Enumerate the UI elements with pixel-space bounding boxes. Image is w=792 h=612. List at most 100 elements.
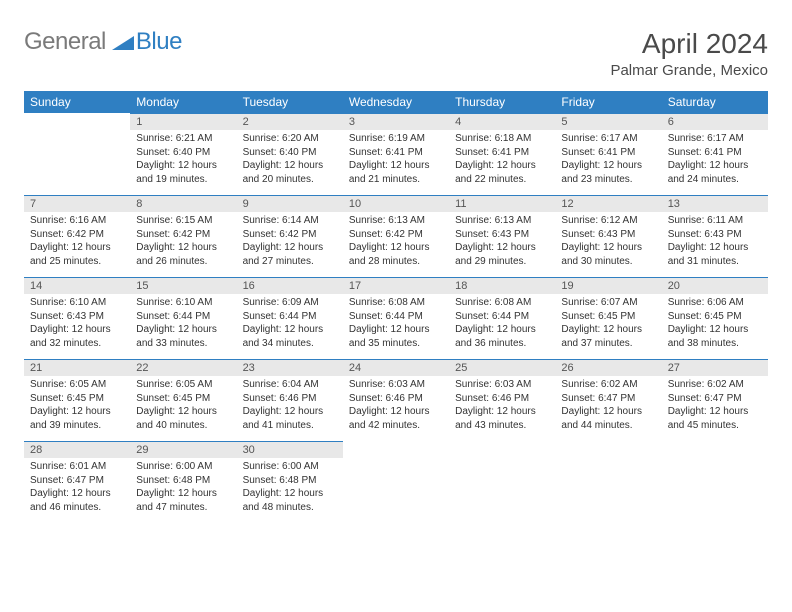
sunset-text: Sunset: 6:45 PM <box>561 310 655 324</box>
daylight-text: Daylight: 12 hours and 44 minutes. <box>561 405 655 432</box>
day-content: Sunrise: 6:16 AMSunset: 6:42 PMDaylight:… <box>24 212 130 272</box>
daylight-text: Daylight: 12 hours and 28 minutes. <box>349 241 443 268</box>
sunrise-text: Sunrise: 6:14 AM <box>243 214 337 228</box>
dayhead: Tuesday <box>237 91 343 113</box>
day-content: Sunrise: 6:18 AMSunset: 6:41 PMDaylight:… <box>449 130 555 190</box>
day-content: Sunrise: 6:01 AMSunset: 6:47 PMDaylight:… <box>24 458 130 518</box>
day-number: 11 <box>449 195 555 212</box>
calendar-cell: 12Sunrise: 6:12 AMSunset: 6:43 PMDayligh… <box>555 195 661 277</box>
calendar-cell: 28Sunrise: 6:01 AMSunset: 6:47 PMDayligh… <box>24 441 130 523</box>
sunrise-text: Sunrise: 6:13 AM <box>349 214 443 228</box>
calendar-row: 28Sunrise: 6:01 AMSunset: 6:47 PMDayligh… <box>24 441 768 523</box>
daylight-text: Daylight: 12 hours and 40 minutes. <box>136 405 230 432</box>
calendar-cell: 2Sunrise: 6:20 AMSunset: 6:40 PMDaylight… <box>237 113 343 195</box>
daylight-text: Daylight: 12 hours and 34 minutes. <box>243 323 337 350</box>
day-number: 1 <box>130 113 236 130</box>
day-number: 30 <box>237 441 343 458</box>
sunrise-text: Sunrise: 6:02 AM <box>668 378 762 392</box>
daylight-text: Daylight: 12 hours and 35 minutes. <box>349 323 443 350</box>
sunrise-text: Sunrise: 6:03 AM <box>349 378 443 392</box>
dayhead: Monday <box>130 91 236 113</box>
day-content: Sunrise: 6:03 AMSunset: 6:46 PMDaylight:… <box>343 376 449 436</box>
daylight-text: Daylight: 12 hours and 22 minutes. <box>455 159 549 186</box>
calendar-body: 1Sunrise: 6:21 AMSunset: 6:40 PMDaylight… <box>24 113 768 523</box>
day-content: Sunrise: 6:03 AMSunset: 6:46 PMDaylight:… <box>449 376 555 436</box>
calendar-cell: 29Sunrise: 6:00 AMSunset: 6:48 PMDayligh… <box>130 441 236 523</box>
calendar-cell: 7Sunrise: 6:16 AMSunset: 6:42 PMDaylight… <box>24 195 130 277</box>
calendar-cell <box>449 441 555 523</box>
calendar-cell: 11Sunrise: 6:13 AMSunset: 6:43 PMDayligh… <box>449 195 555 277</box>
daylight-text: Daylight: 12 hours and 25 minutes. <box>30 241 124 268</box>
calendar-cell: 6Sunrise: 6:17 AMSunset: 6:41 PMDaylight… <box>662 113 768 195</box>
day-content: Sunrise: 6:06 AMSunset: 6:45 PMDaylight:… <box>662 294 768 354</box>
calendar-cell: 5Sunrise: 6:17 AMSunset: 6:41 PMDaylight… <box>555 113 661 195</box>
day-number: 14 <box>24 277 130 294</box>
sunrise-text: Sunrise: 6:20 AM <box>243 132 337 146</box>
sunrise-text: Sunrise: 6:11 AM <box>668 214 762 228</box>
daylight-text: Daylight: 12 hours and 24 minutes. <box>668 159 762 186</box>
day-number: 16 <box>237 277 343 294</box>
day-content: Sunrise: 6:09 AMSunset: 6:44 PMDaylight:… <box>237 294 343 354</box>
calendar-cell: 9Sunrise: 6:14 AMSunset: 6:42 PMDaylight… <box>237 195 343 277</box>
sunrise-text: Sunrise: 6:02 AM <box>561 378 655 392</box>
daylight-text: Daylight: 12 hours and 42 minutes. <box>349 405 443 432</box>
day-content: Sunrise: 6:10 AMSunset: 6:44 PMDaylight:… <box>130 294 236 354</box>
logo-triangle-icon <box>112 32 134 55</box>
daylight-text: Daylight: 12 hours and 30 minutes. <box>561 241 655 268</box>
sunset-text: Sunset: 6:42 PM <box>349 228 443 242</box>
calendar-cell <box>343 441 449 523</box>
day-content: Sunrise: 6:17 AMSunset: 6:41 PMDaylight:… <box>662 130 768 190</box>
day-content: Sunrise: 6:19 AMSunset: 6:41 PMDaylight:… <box>343 130 449 190</box>
daylight-text: Daylight: 12 hours and 21 minutes. <box>349 159 443 186</box>
sunrise-text: Sunrise: 6:18 AM <box>455 132 549 146</box>
sunset-text: Sunset: 6:44 PM <box>455 310 549 324</box>
sunrise-text: Sunrise: 6:05 AM <box>136 378 230 392</box>
sunset-text: Sunset: 6:44 PM <box>243 310 337 324</box>
calendar-cell: 13Sunrise: 6:11 AMSunset: 6:43 PMDayligh… <box>662 195 768 277</box>
calendar-cell <box>555 441 661 523</box>
sunset-text: Sunset: 6:41 PM <box>349 146 443 160</box>
daylight-text: Daylight: 12 hours and 37 minutes. <box>561 323 655 350</box>
sunrise-text: Sunrise: 6:08 AM <box>349 296 443 310</box>
sunset-text: Sunset: 6:45 PM <box>30 392 124 406</box>
sunset-text: Sunset: 6:43 PM <box>668 228 762 242</box>
daylight-text: Daylight: 12 hours and 47 minutes. <box>136 487 230 514</box>
day-number: 29 <box>130 441 236 458</box>
sunset-text: Sunset: 6:47 PM <box>30 474 124 488</box>
day-content: Sunrise: 6:20 AMSunset: 6:40 PMDaylight:… <box>237 130 343 190</box>
day-content: Sunrise: 6:10 AMSunset: 6:43 PMDaylight:… <box>24 294 130 354</box>
day-number: 28 <box>24 441 130 458</box>
daylight-text: Daylight: 12 hours and 23 minutes. <box>561 159 655 186</box>
day-number: 10 <box>343 195 449 212</box>
day-content: Sunrise: 6:02 AMSunset: 6:47 PMDaylight:… <box>662 376 768 436</box>
daylight-text: Daylight: 12 hours and 27 minutes. <box>243 241 337 268</box>
dayhead: Friday <box>555 91 661 113</box>
calendar-cell: 19Sunrise: 6:07 AMSunset: 6:45 PMDayligh… <box>555 277 661 359</box>
calendar-cell: 23Sunrise: 6:04 AMSunset: 6:46 PMDayligh… <box>237 359 343 441</box>
sunset-text: Sunset: 6:41 PM <box>561 146 655 160</box>
sunrise-text: Sunrise: 6:13 AM <box>455 214 549 228</box>
calendar-cell: 25Sunrise: 6:03 AMSunset: 6:46 PMDayligh… <box>449 359 555 441</box>
day-content: Sunrise: 6:17 AMSunset: 6:41 PMDaylight:… <box>555 130 661 190</box>
day-content: Sunrise: 6:08 AMSunset: 6:44 PMDaylight:… <box>343 294 449 354</box>
day-content: Sunrise: 6:07 AMSunset: 6:45 PMDaylight:… <box>555 294 661 354</box>
sunset-text: Sunset: 6:48 PM <box>243 474 337 488</box>
day-number: 15 <box>130 277 236 294</box>
calendar-cell: 10Sunrise: 6:13 AMSunset: 6:42 PMDayligh… <box>343 195 449 277</box>
sunset-text: Sunset: 6:40 PM <box>243 146 337 160</box>
day-number: 25 <box>449 359 555 376</box>
day-content: Sunrise: 6:04 AMSunset: 6:46 PMDaylight:… <box>237 376 343 436</box>
sunset-text: Sunset: 6:42 PM <box>136 228 230 242</box>
calendar-row: 21Sunrise: 6:05 AMSunset: 6:45 PMDayligh… <box>24 359 768 441</box>
calendar-cell: 14Sunrise: 6:10 AMSunset: 6:43 PMDayligh… <box>24 277 130 359</box>
calendar-cell: 21Sunrise: 6:05 AMSunset: 6:45 PMDayligh… <box>24 359 130 441</box>
dayhead: Saturday <box>662 91 768 113</box>
daylight-text: Daylight: 12 hours and 48 minutes. <box>243 487 337 514</box>
calendar-cell: 15Sunrise: 6:10 AMSunset: 6:44 PMDayligh… <box>130 277 236 359</box>
sunset-text: Sunset: 6:46 PM <box>455 392 549 406</box>
sunset-text: Sunset: 6:41 PM <box>668 146 762 160</box>
daylight-text: Daylight: 12 hours and 45 minutes. <box>668 405 762 432</box>
day-number: 26 <box>555 359 661 376</box>
day-content: Sunrise: 6:13 AMSunset: 6:42 PMDaylight:… <box>343 212 449 272</box>
day-number: 2 <box>237 113 343 130</box>
